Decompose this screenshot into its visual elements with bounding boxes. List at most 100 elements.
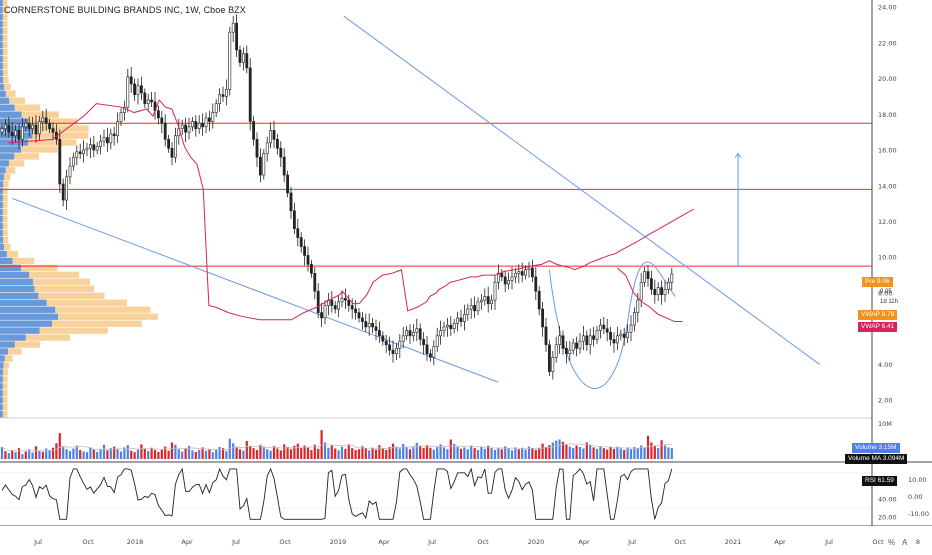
volume-bar [65,449,68,459]
volume-profile-bar [0,34,8,42]
log-scale-button[interactable]: % [888,538,896,547]
candle-body [184,124,188,133]
volume-profile-bar [0,90,6,97]
volume-profile-bar [0,299,47,306]
volume-bar [102,444,106,459]
volume-bar [670,448,673,459]
volume-profile-bar [0,229,3,237]
volume-profile-bar [0,160,25,167]
time-tick-label: 2020 [528,538,545,546]
volume-profile-bar [0,390,8,397]
volume-profile-bar [0,236,3,244]
volume-bar [391,443,395,459]
volume-bar [252,448,255,459]
candle-body [649,278,653,290]
volume-profile-bar [0,153,39,160]
volume-bar [534,450,537,459]
volume-profile-bar [0,13,3,21]
volume-profile-bar [0,118,29,125]
vwap1-badge-value: 8.78 [881,311,895,318]
price-tick-label: 12.00 [878,218,897,226]
candle-body [564,348,568,354]
volume-profile-bar [0,83,4,90]
candle-body [503,276,507,285]
volume-bar [286,447,289,459]
time-tick-label: Jul [824,538,833,546]
volume-bar [531,448,534,459]
volume-profile-bar [0,355,5,362]
volume-profile-bar [0,299,127,306]
volume-bar [660,440,663,459]
time-tick-label: Oct [477,538,489,546]
volume-bar [429,447,432,459]
settings-button[interactable]: A [902,538,908,547]
volume-profile-bar [0,397,8,404]
volume-profile-bar [0,257,35,265]
volume-profile-bar [0,243,11,251]
vwap-line-2 [617,267,683,323]
candle-body [425,344,429,354]
volume-bar [595,448,599,459]
rsi-badge-value: 61.59 [877,477,894,484]
candle-body [330,299,334,306]
time-tick-label: Jul [427,538,436,546]
volume-profile-bar [0,215,8,223]
volume-bar [568,446,571,459]
candle-body [150,99,154,103]
candle-body [0,128,4,133]
volume-bar [578,447,582,459]
candle-body [466,308,470,315]
volume-profile-bar [0,69,8,77]
volume-profile-bar [0,285,95,292]
candle-body [65,176,69,201]
volume-bar [327,447,330,459]
volume-bar [68,451,72,459]
volume-profile-bar [0,41,3,49]
candle-body [272,130,276,140]
candle-body [17,130,21,140]
volume-bar [340,446,344,459]
time-tick-label: 2021 [725,538,742,546]
candle-body [493,281,497,301]
candle-body [41,117,45,122]
volume-bar [75,445,78,459]
candle-body [48,122,52,129]
volume-profile-bar [0,55,3,63]
candle-body [534,276,538,292]
volume-profile-bar [0,69,3,77]
volume-bar [21,454,24,459]
volume-bar [538,447,541,459]
volume-bar [28,449,31,459]
candle-body [129,76,133,85]
candle-body [486,296,490,304]
volume-bar [259,444,262,459]
candle-body [61,183,65,201]
candle-body [381,335,385,342]
candle-body [160,117,164,124]
volume-profile-bar [0,327,108,334]
rsi-line [1,467,673,520]
volume-profile-bar [0,195,3,202]
candle-body [337,301,341,310]
candle-body [449,324,453,329]
candle-body [31,124,35,129]
volume-bar [623,450,626,459]
volume-bar [211,452,214,459]
candle-body [364,321,368,328]
candle-body [510,276,514,281]
candle-body [602,324,606,329]
volume-profile-bar [0,209,3,216]
volume-profile-bar [0,20,8,28]
candle-body [490,299,494,304]
volume-bar [0,447,4,459]
volume-bar [555,440,558,459]
target-arrow-head [734,152,742,158]
volume-bar [92,449,95,459]
candle-body [75,151,79,158]
volume-profile-bar [0,306,151,313]
candle-body [146,99,150,104]
candle-body [109,133,113,144]
candle-body [157,110,160,119]
volume-profile-bar [0,188,3,195]
